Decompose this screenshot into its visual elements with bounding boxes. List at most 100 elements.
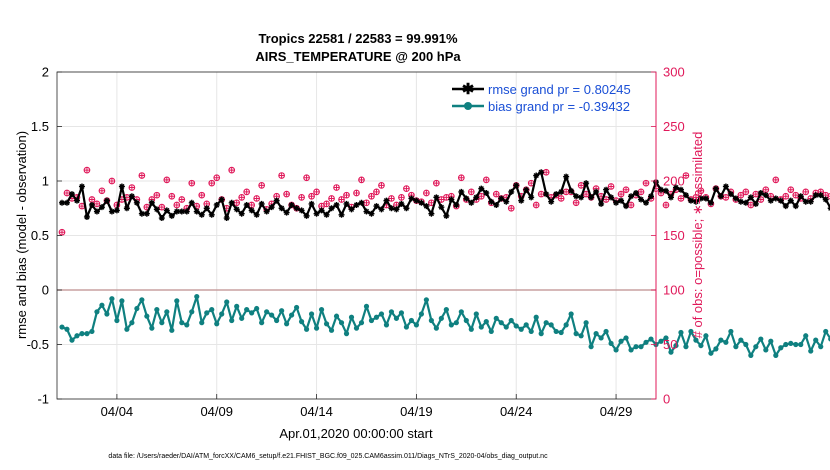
obs-point-cross (543, 169, 549, 175)
obs-point (323, 200, 330, 208)
bias-point (528, 328, 534, 335)
bias-point (224, 299, 230, 305)
rmse-point (88, 201, 95, 208)
rmse-point (533, 172, 540, 179)
bias-point (673, 342, 679, 349)
obs-point-cross (254, 195, 260, 202)
bias-point (573, 331, 579, 337)
obs-point (258, 182, 266, 189)
y-left-tick-label: 1 (42, 174, 49, 189)
rmse-point (503, 198, 510, 205)
bias-point (179, 320, 185, 326)
obs-point-cross (478, 193, 484, 199)
rmse-point (772, 195, 779, 202)
obs-point (627, 201, 635, 209)
bias-point (488, 328, 494, 335)
obs-point (243, 188, 251, 196)
bias-point (448, 322, 454, 328)
rmse-point (433, 194, 440, 201)
bias-point (723, 339, 729, 345)
bias-point (513, 323, 519, 329)
bias-point (294, 304, 300, 311)
bias-point (393, 315, 400, 321)
bias-point (808, 348, 814, 354)
rmse-point (83, 213, 90, 220)
obs-point-cross (94, 201, 100, 207)
obs-point-cross (244, 189, 250, 195)
rmse-point (757, 189, 764, 196)
bias-point (538, 331, 544, 337)
rmse-point (388, 205, 395, 212)
bias-point (658, 338, 664, 344)
rmse-point (628, 193, 635, 200)
obs-point-cross (154, 192, 160, 198)
obs-point (697, 187, 705, 195)
rmse-point (787, 197, 794, 204)
obs-point (607, 183, 615, 190)
obs-point (298, 194, 305, 201)
rmse-point (58, 199, 65, 206)
obs-point-cross (438, 196, 444, 203)
bias-point (159, 320, 165, 326)
bias-point (423, 297, 429, 303)
bias-point (194, 293, 200, 300)
obs-point (158, 203, 166, 211)
obs-point-cross (663, 202, 669, 208)
rmse-point (633, 189, 640, 196)
bias-point (254, 305, 260, 312)
obs-point-cross (578, 182, 584, 188)
obs-point-cross (249, 202, 255, 208)
rmse-point (263, 208, 270, 215)
obs-point (423, 189, 430, 197)
y-right-tick-label: 200 (663, 174, 685, 189)
rmse-point (712, 185, 719, 192)
rmse-point (343, 200, 350, 207)
bias-point (753, 344, 759, 350)
rmse-point (153, 206, 160, 213)
obs-point-cross (159, 204, 165, 210)
obs-point-cross (363, 200, 370, 206)
rmse-point (667, 194, 674, 201)
bias-point (788, 340, 794, 347)
obs-point (742, 188, 750, 196)
obs-point-cross (783, 193, 789, 199)
rmse-point (538, 169, 545, 176)
bias-point (79, 331, 85, 337)
bias-point (703, 333, 709, 339)
bias-point (259, 320, 265, 326)
obs-point-cross (229, 167, 235, 173)
rmse-point (383, 197, 390, 204)
rmse-point (238, 210, 245, 217)
rmse-point (328, 205, 335, 212)
obs-point-cross (298, 194, 305, 200)
rmse-point (258, 200, 265, 207)
rmse-point (353, 201, 360, 208)
rmse-point (78, 183, 85, 190)
obs-point-cross (443, 194, 449, 200)
bias-point (593, 331, 599, 337)
x-tick-label: 04/14 (300, 404, 333, 419)
obs-point (83, 166, 91, 174)
obs-point-cross (483, 177, 489, 183)
obs-point-cross (109, 178, 115, 184)
rmse-point (717, 193, 724, 200)
obs-point (677, 195, 685, 202)
rmse-point (188, 199, 195, 206)
bias-point (553, 328, 559, 335)
bias-point (229, 317, 235, 324)
bias-point (433, 325, 439, 331)
bias-point (104, 311, 110, 317)
bias-point (408, 317, 415, 324)
y-left-tick-label: 0.5 (31, 228, 49, 243)
rmse-point (253, 211, 260, 218)
obs-point-cross (373, 189, 380, 195)
obs-point (283, 190, 290, 198)
y-left-tick-label: -0.5 (27, 337, 49, 352)
x-axis-label: Apr.01,2020 00:00:00 start (279, 426, 433, 441)
bias-point (74, 333, 80, 339)
legend-rmse-label: rmse grand pr = 0.80245 (488, 82, 631, 97)
rmse-point (68, 191, 75, 198)
bias-point (308, 311, 315, 317)
obs-point (403, 185, 410, 192)
obs-point (153, 191, 161, 199)
